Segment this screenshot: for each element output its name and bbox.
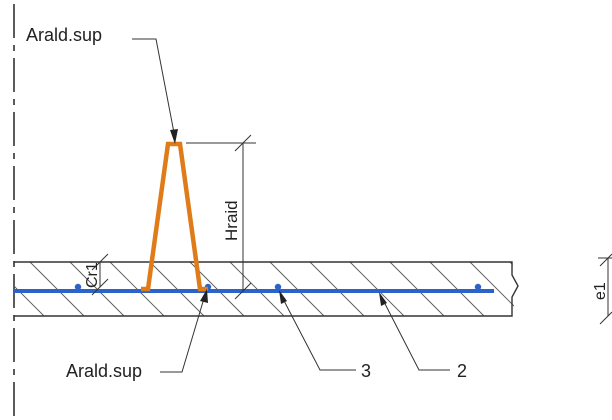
callout-3-leader [280, 294, 356, 371]
stiffener-leader-top [132, 38, 176, 139]
height-dimension [186, 134, 256, 300]
callout-3-arrowhead [279, 290, 287, 304]
transverse-rebar-dot [274, 283, 282, 291]
cover-dimension-label: Cr1 [84, 262, 101, 288]
cover-dimension [91, 253, 109, 296]
stiffener-leader-bottom-arrowhead [200, 289, 208, 303]
stiffener-leader-top-arrowhead [170, 129, 178, 144]
thickness-dimension-label: e1 [592, 282, 609, 300]
transverse-rebar-dot [474, 283, 482, 291]
stiffener-leader-bottom [160, 294, 206, 373]
transverse-rebar-dot [74, 283, 82, 291]
slab-outline [14, 261, 519, 317]
callout-2-leader [380, 295, 450, 371]
stiffener-label-top: Arald.sup [26, 25, 102, 45]
callout-2-arrowhead [379, 292, 387, 306]
thickness-dimension [598, 253, 612, 325]
stiffener-profile [141, 141, 208, 292]
stiffener-label-bottom: Arald.sup [66, 361, 142, 381]
height-dimension-label: Hraid [222, 200, 241, 241]
callout-3-label: 3 [361, 361, 371, 381]
callout-2-label: 2 [457, 361, 467, 381]
